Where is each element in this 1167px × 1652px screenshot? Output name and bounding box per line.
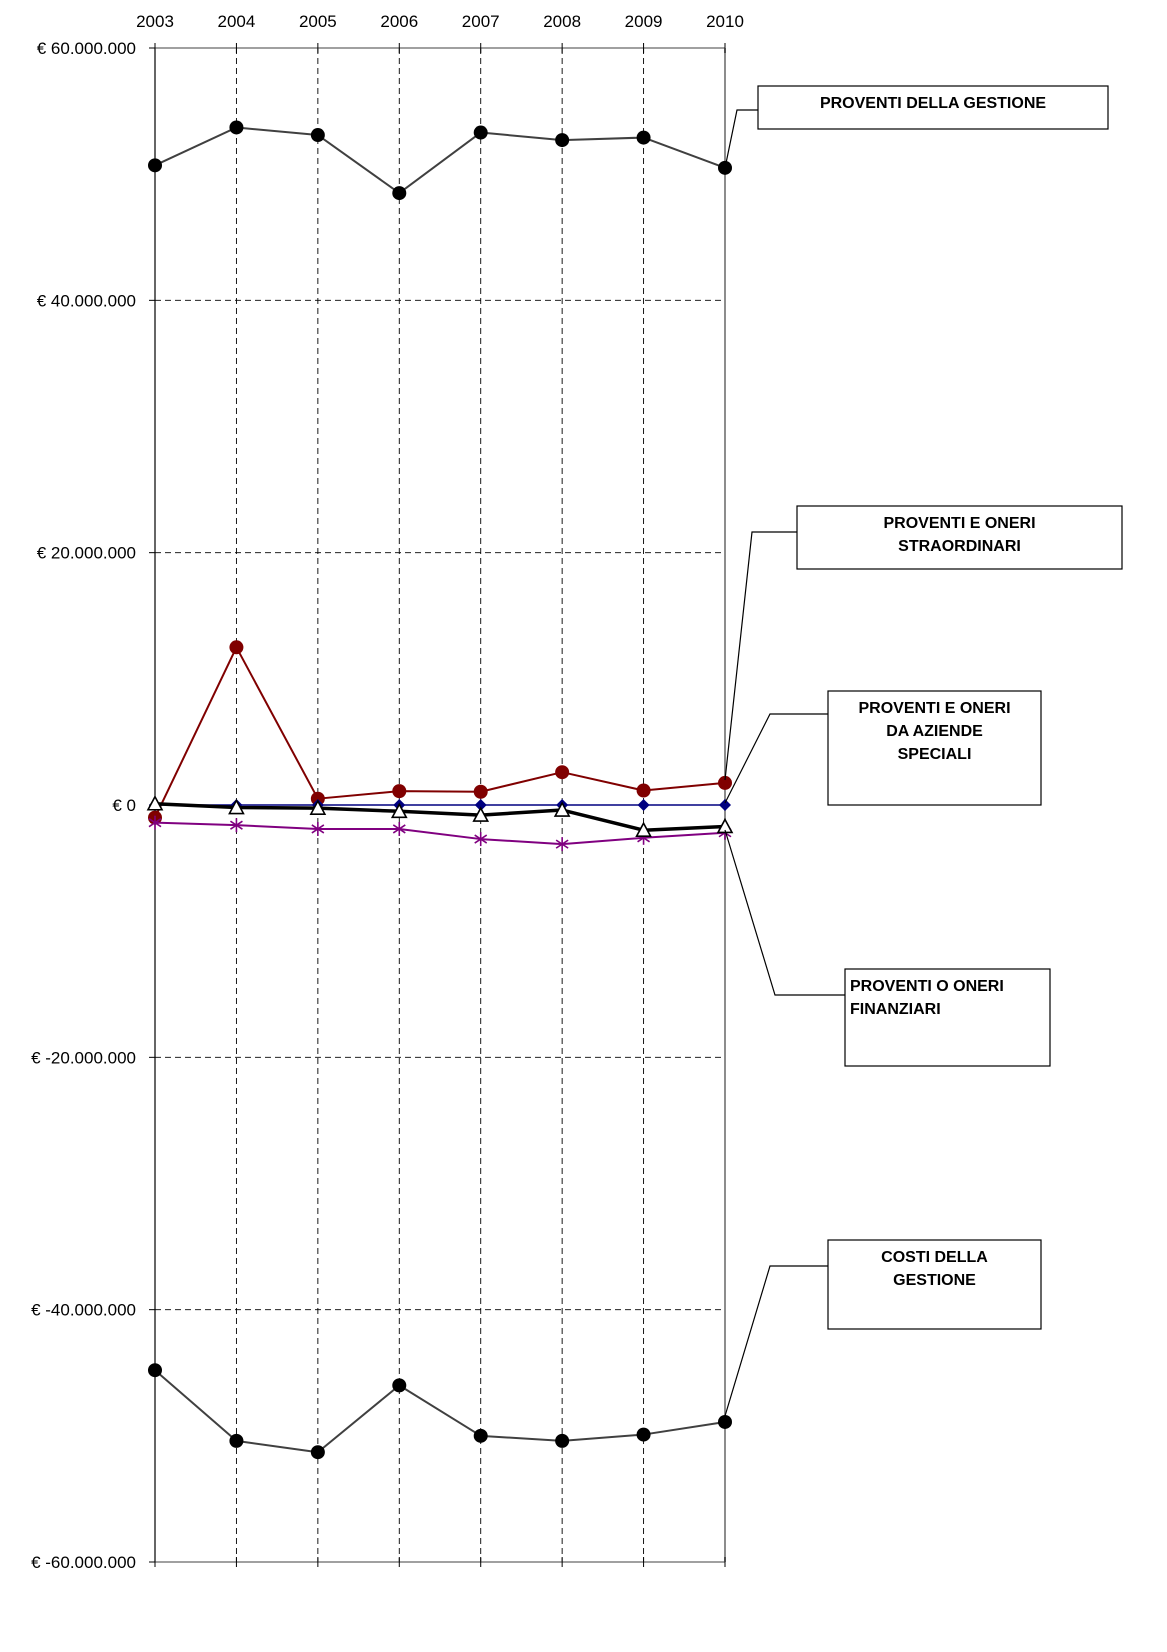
data-point	[635, 821, 652, 838]
callout-label: PROVENTI E ONERI	[883, 515, 1035, 532]
callout-label: PROVENTI O ONERI	[850, 978, 1004, 995]
data-point	[473, 784, 488, 799]
y-tick-label: € 20.000.000	[37, 544, 136, 563]
data-point	[637, 799, 650, 811]
data-point	[392, 1378, 407, 1393]
callout-1: PROVENTI E ONERI STRAORDINARI	[724, 505, 1123, 781]
data-point	[310, 1445, 325, 1460]
data-point	[392, 186, 407, 201]
series-line	[154, 126, 726, 195]
y-tick-label: € 0	[112, 796, 136, 815]
x-tick-label: 2010	[706, 12, 744, 31]
callout-label: SPECIALI	[898, 746, 972, 763]
y-tick-label: € 40.000.000	[37, 291, 136, 310]
data-point	[474, 832, 488, 847]
callouts: PROVENTI DELLA GESTIONE PROVENTI E ONERI S…	[724, 85, 1123, 1417]
x-tick-label: 2008	[543, 12, 581, 31]
data-point	[473, 1428, 488, 1443]
data-point	[392, 821, 406, 836]
callout-2: PROVENTI E ONERI DA AZIENDE SPECIALI	[724, 690, 1042, 806]
series-line	[154, 801, 726, 832]
x-tick-label: 2007	[462, 12, 500, 31]
callout-box	[827, 1239, 1042, 1330]
x-tick-label: 2006	[380, 12, 418, 31]
callout-leader-line	[724, 1265, 828, 1417]
data-point	[719, 799, 731, 811]
series-line	[154, 646, 726, 819]
series-3	[146, 795, 734, 838]
data-point	[229, 640, 244, 655]
data-point	[474, 799, 487, 811]
callout-box	[827, 690, 1042, 806]
callout-label: COSTI DELLA	[881, 1249, 988, 1266]
callout-leader-line	[724, 531, 797, 781]
data-point	[310, 791, 325, 806]
data-point	[636, 783, 651, 798]
data-point	[148, 158, 162, 173]
data-point	[309, 799, 327, 815]
data-point	[472, 806, 490, 822]
x-axis-tick-labels: 2003 2004 2005 2006 2007 2008 2009 2010	[136, 12, 744, 31]
callout-label: PROVENTI DELLA GESTIONE	[820, 95, 1046, 112]
data-point	[636, 1427, 651, 1442]
data-point	[229, 1433, 244, 1448]
data-point	[390, 802, 408, 819]
data-point	[311, 821, 325, 836]
data-point	[555, 837, 569, 852]
callout-label: GESTIONE	[893, 1272, 976, 1289]
y-axis-tick-labels: € 60.000.000 € 40.000.000 € 20.000.000 € 0 €…	[31, 39, 136, 1572]
x-tick-label: 2003	[136, 12, 174, 31]
data-point	[636, 130, 651, 145]
series-group	[146, 120, 734, 1460]
callout-leader-line	[724, 829, 845, 996]
series-0	[148, 120, 732, 201]
data-point	[148, 815, 162, 830]
data-point	[555, 1433, 570, 1448]
data-point	[146, 795, 164, 811]
callout-4: COSTI DELLA GESTIONE	[724, 1239, 1042, 1417]
callout-label: PROVENTI E ONERI	[858, 700, 1010, 717]
callout-box	[844, 968, 1051, 1067]
callout-3: PROVENTI O ONERI FINANZIARI	[724, 829, 1051, 1067]
data-point	[473, 125, 488, 140]
callout-label: FINANZIARI	[850, 1001, 941, 1018]
data-point	[310, 128, 325, 143]
data-point	[555, 133, 570, 148]
y-tick-label: € -20.000.000	[31, 1048, 136, 1067]
x-tick-label: 2004	[218, 12, 256, 31]
callout-0: PROVENTI DELLA GESTIONE	[724, 85, 1109, 169]
data-point	[228, 798, 245, 815]
callout-label: STRAORDINARI	[898, 538, 1021, 555]
y-tick-label: € -60.000.000	[31, 1553, 136, 1572]
data-point	[148, 1363, 162, 1378]
data-point	[718, 1414, 732, 1429]
x-tick-label: 2005	[299, 12, 337, 31]
callout-leader-line	[724, 713, 828, 804]
series-line	[154, 821, 726, 846]
data-point	[392, 784, 407, 799]
series-5	[148, 1363, 732, 1460]
series-line	[154, 1369, 726, 1454]
callout-box	[757, 85, 1109, 130]
callout-label: DA AZIENDE	[886, 723, 983, 740]
y-tick-label: € 60.000.000	[37, 39, 136, 58]
series-1	[148, 640, 732, 825]
data-point	[229, 818, 243, 833]
y-tick-label: € -40.000.000	[31, 1301, 136, 1320]
data-point	[555, 765, 570, 780]
data-point	[718, 775, 732, 790]
callout-box	[796, 505, 1123, 570]
data-point	[229, 120, 244, 135]
data-point	[716, 817, 734, 834]
x-tick-label: 2009	[625, 12, 663, 31]
callout-leader-line	[724, 109, 758, 169]
data-point	[553, 801, 571, 817]
